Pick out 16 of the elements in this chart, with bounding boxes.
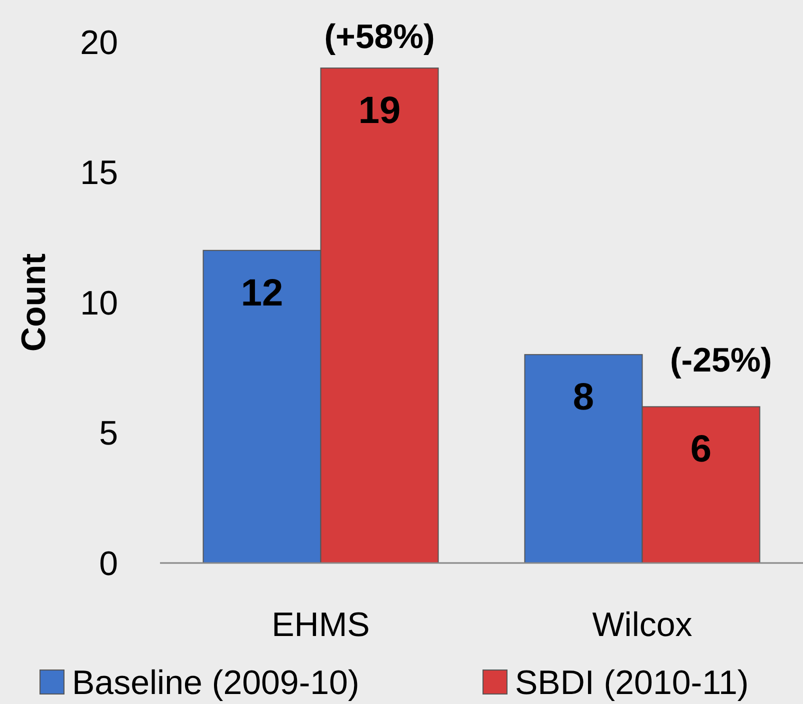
y-tick-label: 5 (99, 414, 118, 453)
data-label: 19 (358, 90, 401, 132)
data-label: 12 (240, 272, 284, 314)
y-tick-label: 10 (80, 284, 118, 322)
annotation: (-25%) (670, 342, 772, 380)
y-tick-label: 15 (80, 154, 118, 192)
data-label: 8 (572, 376, 594, 419)
x-tick-label: EHMS (272, 606, 370, 644)
x-tick-label: Wilcox (592, 606, 692, 644)
legend-label: SBDI (2010-11) (515, 664, 749, 702)
legend-label: Baseline (2009-10) (72, 664, 360, 702)
y-tick-label: 20 (80, 24, 118, 62)
y-axis-title: Count (15, 253, 53, 352)
data-label: 6 (690, 428, 712, 471)
annotation: (+58%) (324, 18, 435, 56)
y-tick-label: 0 (99, 544, 118, 583)
